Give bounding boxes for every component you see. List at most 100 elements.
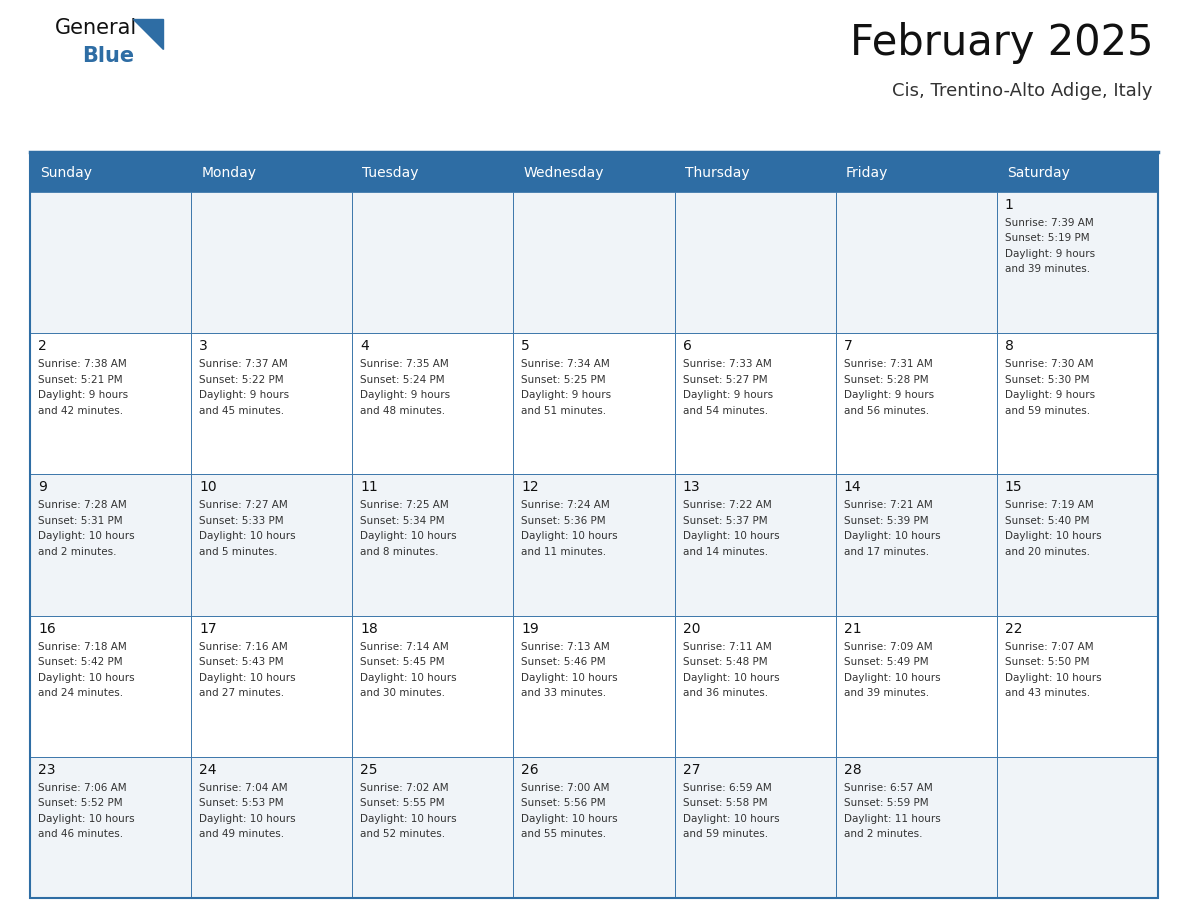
Text: Daylight: 9 hours: Daylight: 9 hours [1005,390,1095,400]
Bar [513,333,675,475]
Text: Sunrise: 7:25 AM: Sunrise: 7:25 AM [360,500,449,510]
Text: Sunset: 5:31 PM: Sunset: 5:31 PM [38,516,122,526]
Text: Sunset: 5:50 PM: Sunset: 5:50 PM [1005,657,1089,667]
Text: and 2 minutes.: and 2 minutes. [38,547,116,557]
Text: Sunset: 5:33 PM: Sunset: 5:33 PM [200,516,284,526]
Text: Daylight: 10 hours: Daylight: 10 hours [200,532,296,542]
Text: Sunrise: 7:04 AM: Sunrise: 7:04 AM [200,783,287,793]
Text: Sunrise: 7:13 AM: Sunrise: 7:13 AM [522,642,611,652]
Text: and 27 minutes.: and 27 minutes. [200,688,284,698]
Text: 1: 1 [1005,198,1013,212]
Text: and 8 minutes.: and 8 minutes. [360,547,438,557]
Polygon shape [133,19,163,49]
Text: Sunset: 5:42 PM: Sunset: 5:42 PM [38,657,122,667]
Text: and 48 minutes.: and 48 minutes. [360,406,446,416]
Text: Sunset: 5:49 PM: Sunset: 5:49 PM [843,657,928,667]
Text: Sunrise: 7:34 AM: Sunrise: 7:34 AM [522,359,611,369]
Text: Daylight: 10 hours: Daylight: 10 hours [360,532,457,542]
Text: Daylight: 10 hours: Daylight: 10 hours [38,673,134,683]
Bar [191,192,353,333]
Text: Sunrise: 7:21 AM: Sunrise: 7:21 AM [843,500,933,510]
Text: and 20 minutes.: and 20 minutes. [1005,547,1089,557]
Text: Daylight: 9 hours: Daylight: 9 hours [843,390,934,400]
Text: 14: 14 [843,480,861,495]
Text: Daylight: 10 hours: Daylight: 10 hours [200,673,296,683]
Text: and 56 minutes.: and 56 minutes. [843,406,929,416]
Text: Sunrise: 7:06 AM: Sunrise: 7:06 AM [38,783,127,793]
Text: Sunset: 5:25 PM: Sunset: 5:25 PM [522,375,606,385]
Bar [513,192,675,333]
Text: Daylight: 9 hours: Daylight: 9 hours [522,390,612,400]
Text: 7: 7 [843,339,853,353]
Text: Sunrise: 7:02 AM: Sunrise: 7:02 AM [360,783,449,793]
Bar [30,154,1158,898]
Bar [30,475,191,616]
Text: Thursday: Thursday [684,166,750,180]
Bar [513,756,675,898]
Bar [997,333,1158,475]
Text: Sunset: 5:22 PM: Sunset: 5:22 PM [200,375,284,385]
Text: Tuesday: Tuesday [362,166,419,180]
Text: and 39 minutes.: and 39 minutes. [1005,264,1089,274]
Bar [675,616,835,756]
Text: Sunrise: 7:35 AM: Sunrise: 7:35 AM [360,359,449,369]
Text: Sunset: 5:36 PM: Sunset: 5:36 PM [522,516,606,526]
Text: 16: 16 [38,621,56,635]
Bar [353,475,513,616]
Bar [997,475,1158,616]
Text: 25: 25 [360,763,378,777]
Text: Sunrise: 6:57 AM: Sunrise: 6:57 AM [843,783,933,793]
Text: General: General [55,18,138,38]
Bar [675,756,835,898]
Text: Sunset: 5:21 PM: Sunset: 5:21 PM [38,375,122,385]
Text: and 11 minutes.: and 11 minutes. [522,547,607,557]
Text: Sunset: 5:24 PM: Sunset: 5:24 PM [360,375,446,385]
Bar [191,616,353,756]
Bar [835,616,997,756]
Text: Daylight: 9 hours: Daylight: 9 hours [38,390,128,400]
Text: 26: 26 [522,763,539,777]
Text: and 33 minutes.: and 33 minutes. [522,688,607,698]
Text: 11: 11 [360,480,378,495]
Text: Daylight: 9 hours: Daylight: 9 hours [1005,249,1095,259]
Text: and 39 minutes.: and 39 minutes. [843,688,929,698]
Text: 3: 3 [200,339,208,353]
Text: Sunrise: 7:38 AM: Sunrise: 7:38 AM [38,359,127,369]
Text: 13: 13 [683,480,700,495]
Text: Daylight: 10 hours: Daylight: 10 hours [38,532,134,542]
Text: 4: 4 [360,339,369,353]
Text: and 51 minutes.: and 51 minutes. [522,406,607,416]
Text: and 59 minutes.: and 59 minutes. [1005,406,1089,416]
Text: 22: 22 [1005,621,1023,635]
Text: Daylight: 10 hours: Daylight: 10 hours [38,813,134,823]
Text: Sunrise: 7:14 AM: Sunrise: 7:14 AM [360,642,449,652]
Text: 5: 5 [522,339,530,353]
Text: and 5 minutes.: and 5 minutes. [200,547,278,557]
Text: 18: 18 [360,621,378,635]
Text: Sunrise: 7:09 AM: Sunrise: 7:09 AM [843,642,933,652]
Text: and 45 minutes.: and 45 minutes. [200,406,284,416]
Text: Sunrise: 7:00 AM: Sunrise: 7:00 AM [522,783,609,793]
Text: and 49 minutes.: and 49 minutes. [200,829,284,839]
Bar [30,756,191,898]
Text: Sunrise: 6:59 AM: Sunrise: 6:59 AM [683,783,771,793]
Text: 12: 12 [522,480,539,495]
Bar [191,756,353,898]
Text: Sunrise: 7:28 AM: Sunrise: 7:28 AM [38,500,127,510]
Bar [835,333,997,475]
Text: and 42 minutes.: and 42 minutes. [38,406,124,416]
Text: Sunrise: 7:31 AM: Sunrise: 7:31 AM [843,359,933,369]
Text: Sunrise: 7:37 AM: Sunrise: 7:37 AM [200,359,287,369]
Text: Daylight: 10 hours: Daylight: 10 hours [1005,673,1101,683]
Text: 19: 19 [522,621,539,635]
Text: and 55 minutes.: and 55 minutes. [522,829,607,839]
Bar [675,192,835,333]
Text: Sunrise: 7:11 AM: Sunrise: 7:11 AM [683,642,771,652]
Text: and 24 minutes.: and 24 minutes. [38,688,124,698]
Text: Blue: Blue [82,46,134,66]
Text: Sunset: 5:39 PM: Sunset: 5:39 PM [843,516,928,526]
Text: Sunrise: 7:27 AM: Sunrise: 7:27 AM [200,500,287,510]
Text: Sunset: 5:58 PM: Sunset: 5:58 PM [683,799,767,809]
Text: Sunset: 5:30 PM: Sunset: 5:30 PM [1005,375,1089,385]
Bar [675,475,835,616]
